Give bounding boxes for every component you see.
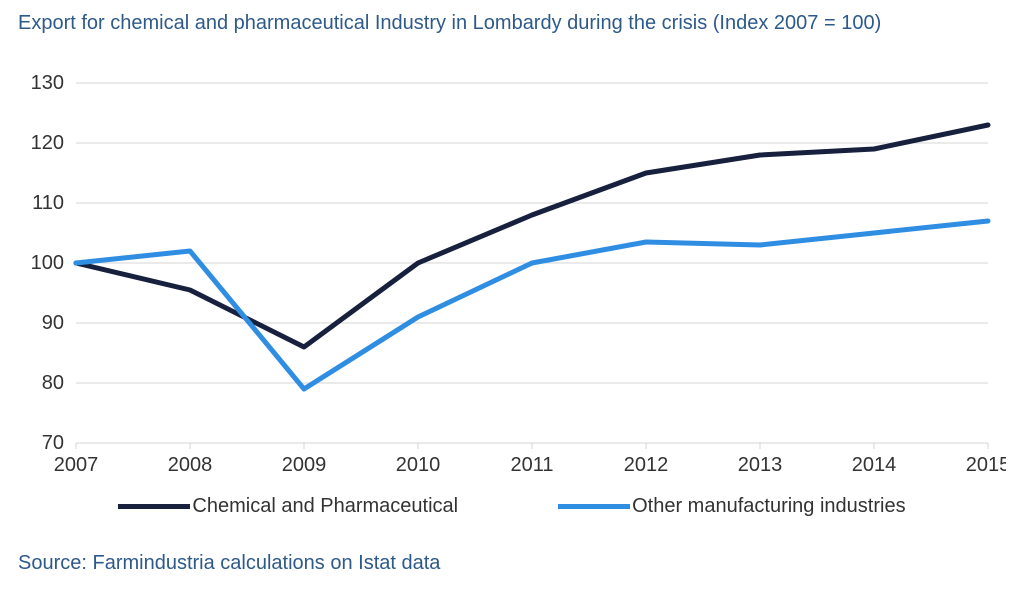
- y-tick-label: 70: [42, 432, 64, 454]
- chart-title: Export for chemical and pharmaceutical I…: [18, 12, 1006, 35]
- x-tick-label: 2012: [624, 454, 669, 476]
- x-tick-label: 2009: [282, 454, 327, 476]
- x-tick-label: 2010: [396, 454, 441, 476]
- y-tick-label: 120: [31, 132, 64, 154]
- y-tick-label: 100: [31, 252, 64, 274]
- legend-label-0: Chemical and Pharmaceutical: [192, 495, 458, 518]
- legend-item-series-1: Other manufacturing industries: [558, 495, 905, 518]
- x-tick-label: 2008: [168, 454, 213, 476]
- source-text: Source: Farmindustria calculations on Is…: [18, 552, 1006, 575]
- line-chart-svg: 70 80 90 100 110 120 130 2007 2008 2009 2010 2011 20…: [18, 53, 1006, 493]
- y-tick-label: 80: [42, 372, 64, 394]
- y-tick-label: 110: [32, 192, 64, 214]
- x-tick-label: 2015: [966, 454, 1006, 476]
- x-tick-label: 2013: [738, 454, 783, 476]
- x-tick-label: 2007: [54, 454, 99, 476]
- chart-plot: 70 80 90 100 110 120 130 2007 2008 2009 2010 2011 20…: [18, 53, 1006, 493]
- y-tick-label: 90: [42, 312, 64, 334]
- x-tick-label: 2014: [852, 454, 897, 476]
- legend-item-series-0: Chemical and Pharmaceutical: [118, 495, 458, 518]
- x-tick-label: 2011: [510, 454, 553, 476]
- legend-swatch-1: [558, 504, 630, 509]
- y-tick-label: 130: [31, 72, 64, 94]
- series-line-1: [76, 221, 988, 389]
- legend-label-1: Other manufacturing industries: [632, 495, 905, 518]
- legend: Chemical and Pharmaceutical Other manufa…: [18, 495, 1006, 518]
- legend-swatch-0: [118, 504, 190, 509]
